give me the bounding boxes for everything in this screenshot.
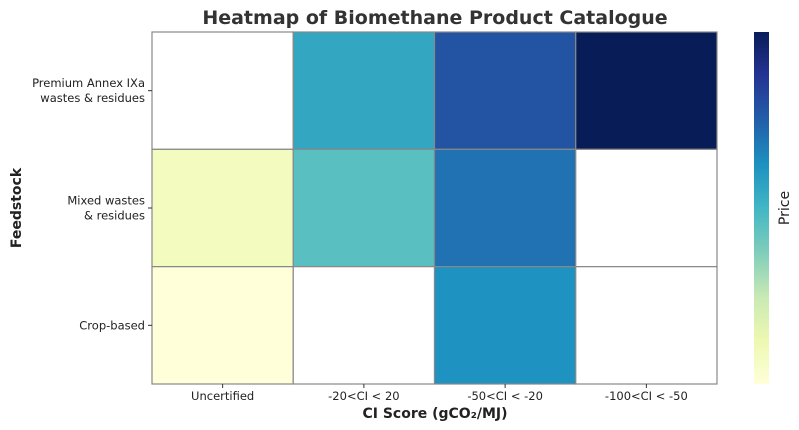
heatmap-cell [151,31,294,150]
y-tick-label: Mixed wastes & residues [67,194,145,223]
x-tick-label: -100<CI < -50 [605,389,688,403]
x-axis-label: CI Score (gCO₂/MJ) [362,406,507,422]
x-tick-label: -20<CI < 20 [328,389,399,403]
heatmap-cell [433,148,577,268]
x-axis-ticks: Uncertified -20<CI < 20 -50<CI < -20 -100<C… [191,384,688,403]
y-axis-label: Feedstock [9,167,25,248]
heatmap-cells [151,31,718,385]
heatmap-cell [151,148,294,268]
heatmap-cell [575,31,718,150]
heatmap-cell [433,266,577,385]
heatmap-cell [433,31,577,150]
x-tick-label: Uncertified [191,389,254,403]
y-tick-label: Premium Annex IXa wastes & residues [32,76,145,105]
heatmap-cell [575,266,718,385]
heatmap-cell [292,31,436,150]
x-tick-label: -50<CI < -20 [467,389,543,403]
heatmap-cell [151,266,294,385]
heatmap-cell [292,148,436,268]
colorbar [754,32,769,384]
y-axis-ticks: Premium Annex IXa wastes & residues Mixed … [32,76,152,332]
colorbar-label: Price [777,191,793,225]
y-tick-label: Crop-based [79,318,145,332]
heatmap-cell [292,266,436,385]
chart-title: Heatmap of Biomethane Product Catalogue [202,7,667,29]
heatmap-cell [575,148,718,268]
